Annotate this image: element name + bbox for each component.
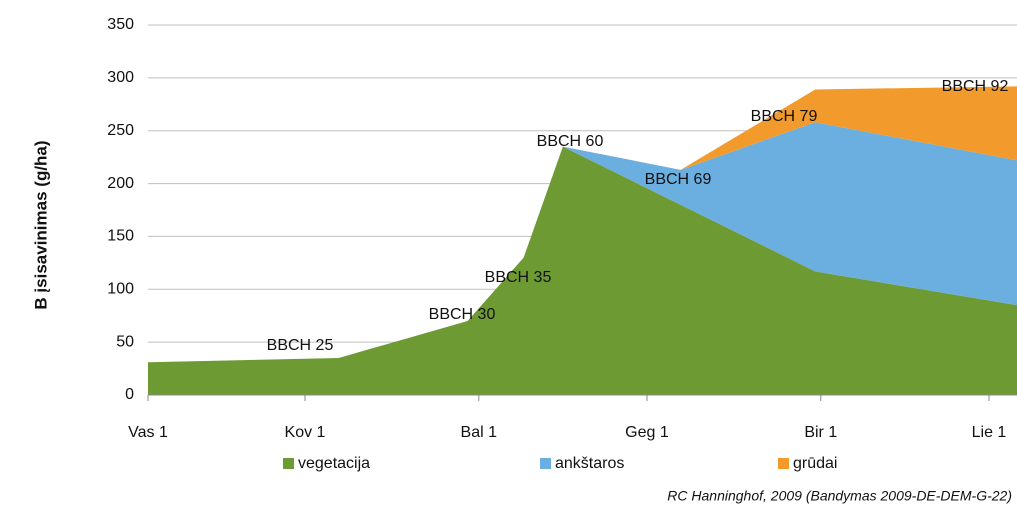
annotation: BBCH 25 [267,337,334,354]
legend-swatch [540,458,551,469]
x-tick-label: Bal 1 [461,424,498,441]
x-tick-label: Geg 1 [625,424,669,441]
area [148,122,1017,363]
y-tick-label: 100 [107,281,134,298]
x-tick-label: Kov 1 [285,424,326,441]
annotation: BBCH 35 [485,269,552,286]
x-tick-label: Bir 1 [804,424,837,441]
annotation: BBCH 60 [537,133,604,150]
annotation: BBCH 92 [942,78,1009,95]
y-tick-label: 350 [107,16,134,33]
legend-label: ankštaros [555,455,624,472]
x-tick-label: Vas 1 [128,424,168,441]
y-tick-label: 200 [107,175,134,192]
legend-swatch [778,458,789,469]
annotation: BBCH 30 [429,306,496,323]
y-axis-label: B įsisavinimas (g/ha) [31,140,50,309]
legend-label: vegetacija [298,455,370,472]
area [148,86,1017,363]
annotation: BBCH 69 [645,171,712,188]
y-tick-label: 250 [107,122,134,139]
y-tick-label: 0 [125,386,134,403]
source-note: RC Hanninghof, 2009 (Bandymas 2009-DE-DE… [667,488,1012,504]
legend-label: grūdai [793,455,837,472]
annotation: BBCH 79 [751,108,818,125]
y-tick-label: 300 [107,69,134,86]
legend-swatch [283,458,294,469]
x-tick-label: Lie 1 [972,424,1007,441]
y-tick-label: 50 [116,333,134,350]
area [148,146,1017,395]
y-tick-label: 150 [107,228,134,245]
